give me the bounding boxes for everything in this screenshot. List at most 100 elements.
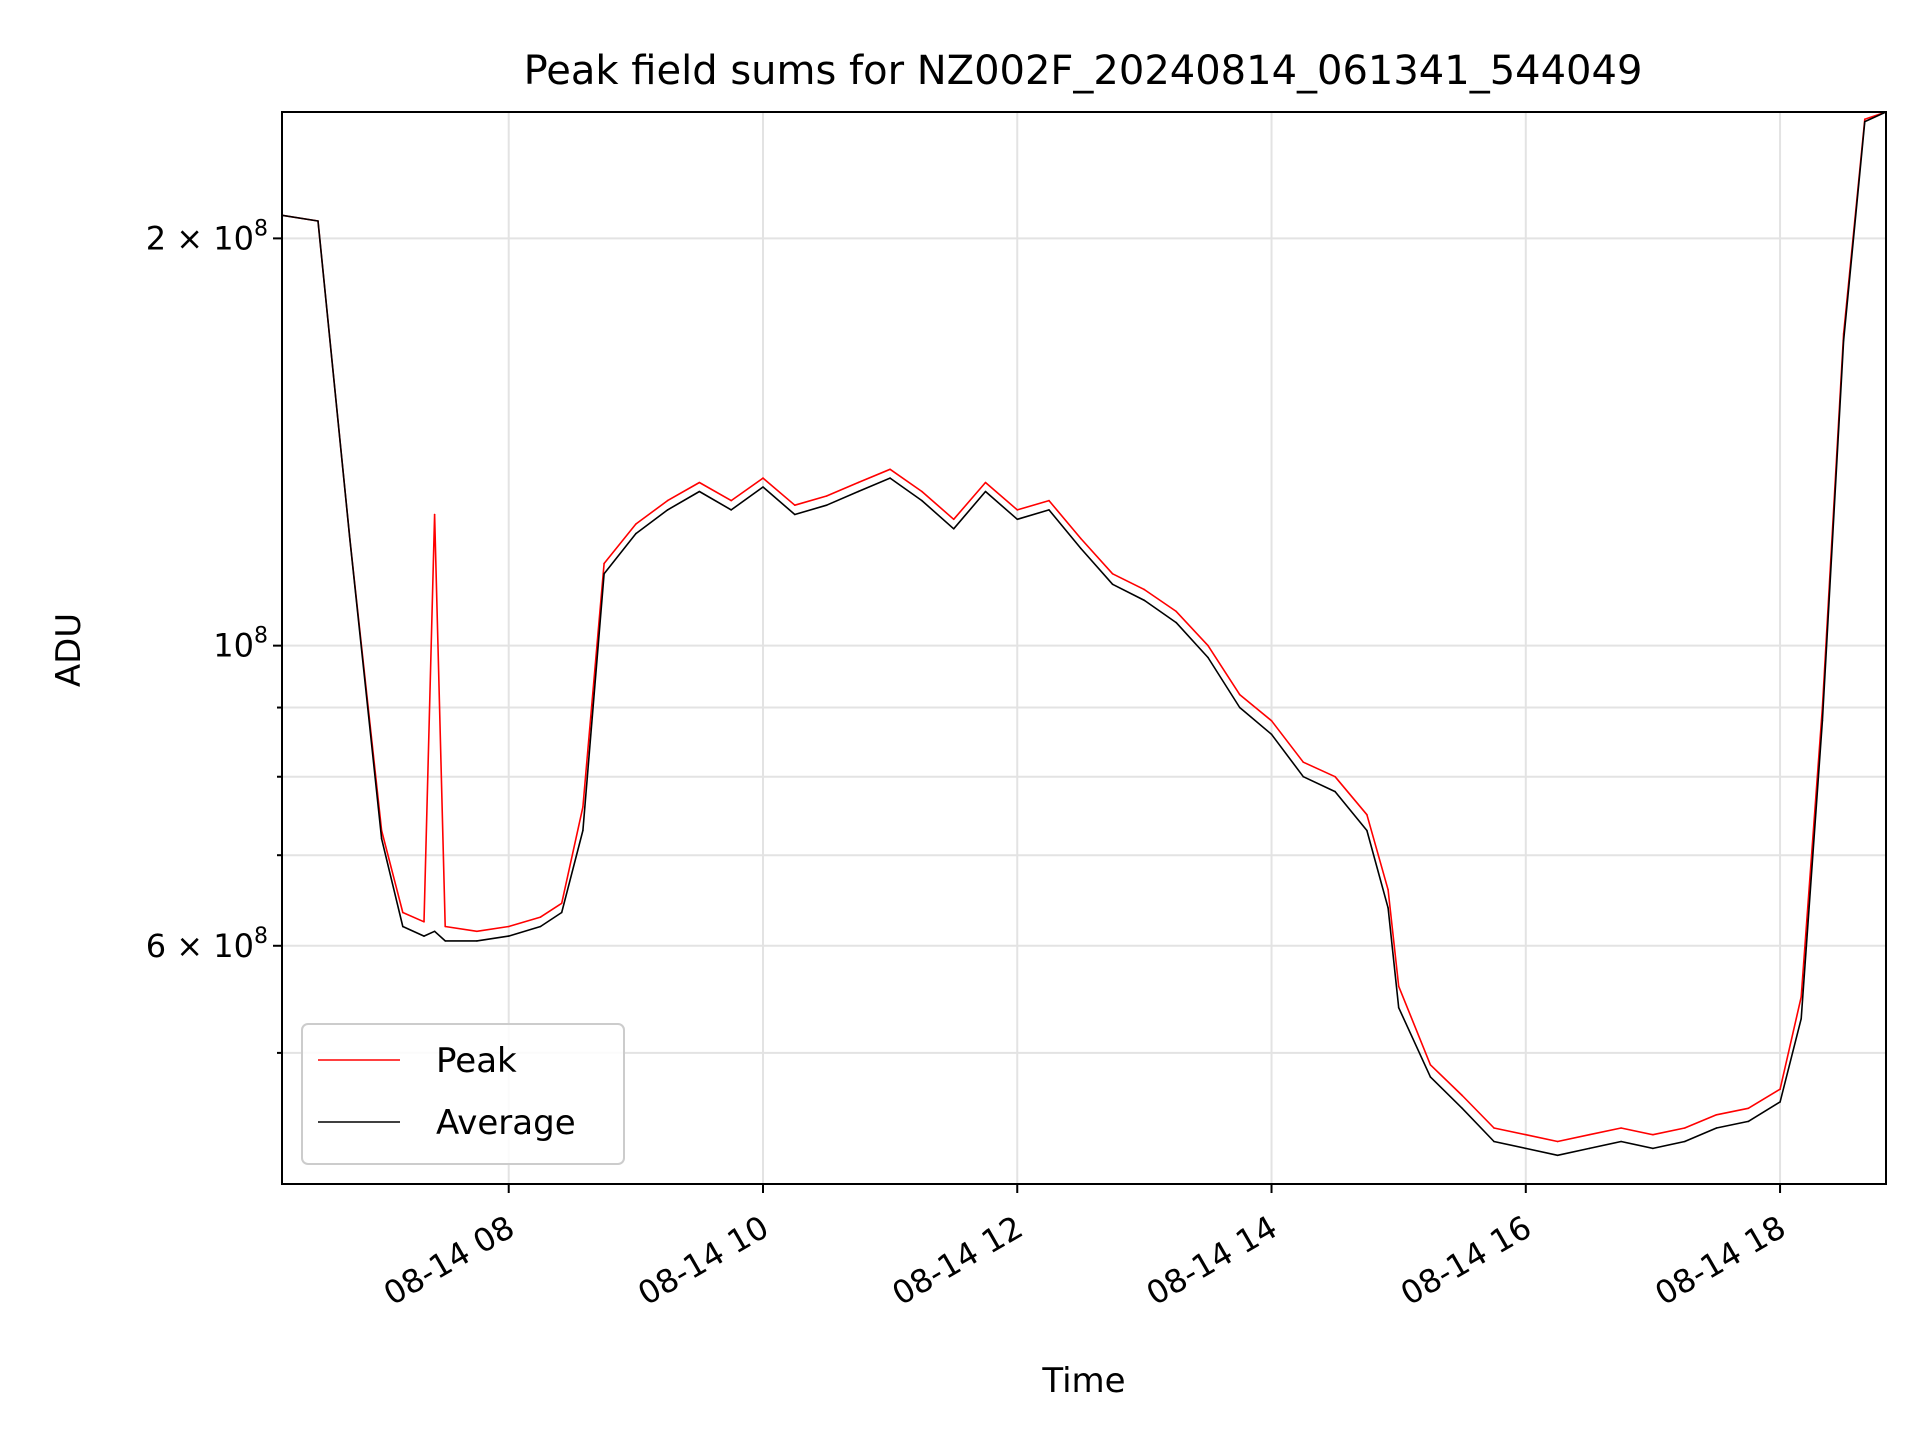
data-point-average: [1556, 1154, 1559, 1157]
data-point-peak: [1016, 509, 1019, 511]
data-point-peak: [1864, 118, 1866, 120]
y-tick-label: 2 × 108: [146, 216, 268, 257]
data-point-average: [1683, 1140, 1686, 1143]
data-point-average: [1048, 509, 1050, 511]
grid: [282, 112, 1886, 1184]
data-point-average: [730, 509, 732, 511]
data-point-average: [1588, 1147, 1591, 1150]
data-point-peak: [794, 504, 796, 507]
data-point-average: [444, 940, 447, 942]
data-point-average: [666, 509, 669, 511]
data-point-peak: [1461, 1094, 1463, 1097]
data-point-peak: [1588, 1133, 1591, 1136]
data-point-peak: [635, 523, 637, 525]
data-point-peak: [603, 562, 605, 565]
data-point-average: [433, 930, 436, 933]
data-point-average: [1238, 706, 1241, 709]
data-point-peak: [1683, 1127, 1686, 1129]
chart-title: Peak field sums for NZ002F_20240814_0613…: [524, 48, 1643, 94]
data-point-average: [1366, 829, 1368, 832]
data-point-peak: [666, 499, 669, 502]
data-point-peak: [889, 468, 891, 471]
data-point-average: [984, 490, 987, 493]
data-point-peak: [730, 499, 732, 502]
data-point-peak: [1556, 1140, 1559, 1143]
data-point-average: [1493, 1140, 1495, 1143]
data-point-peak: [1366, 813, 1368, 816]
data-point-average: [1461, 1107, 1463, 1110]
data-point-peak: [423, 921, 425, 923]
data-point-peak: [1302, 761, 1305, 763]
data-point-peak: [1238, 693, 1241, 696]
y-tick-label: 108: [213, 624, 268, 665]
data-point-average: [1715, 1127, 1718, 1129]
data-point-average: [380, 837, 383, 840]
data-point-peak: [1747, 1107, 1750, 1110]
data-point-average: [317, 220, 319, 222]
data-point-average: [349, 537, 351, 540]
data-point-peak: [582, 806, 584, 808]
data-point-average: [423, 935, 425, 937]
data-point-peak: [857, 481, 860, 484]
data-point-average: [1080, 547, 1082, 550]
data-point-average: [539, 925, 542, 928]
legend-label-peak: Peak: [436, 1041, 517, 1081]
data-point-average: [1652, 1147, 1654, 1150]
data-point-peak: [1048, 499, 1050, 502]
data-point-peak: [1715, 1114, 1718, 1116]
data-point-average: [857, 490, 860, 493]
data-point-peak: [402, 911, 404, 914]
data-point-peak: [698, 481, 701, 484]
data-point-peak: [1525, 1133, 1527, 1136]
plot-series: [282, 112, 1886, 1157]
data-point-peak: [1175, 610, 1177, 613]
legend-label-average: Average: [436, 1103, 576, 1143]
data-point-peak: [1270, 719, 1273, 722]
data-point-peak: [560, 902, 563, 905]
data-point-average: [582, 829, 584, 832]
data-point-average: [1016, 518, 1019, 521]
data-point-peak: [476, 930, 478, 933]
data-point-peak: [1652, 1133, 1654, 1136]
data-point-average: [1747, 1120, 1750, 1123]
y-axis-label: ADU: [49, 613, 89, 687]
data-point-average: [1387, 907, 1389, 909]
data-point-average: [1207, 656, 1209, 659]
plot-frame: [281, 111, 1887, 1185]
data-point-peak: [1207, 644, 1209, 647]
data-point-average: [762, 486, 764, 488]
data-point-average: [1525, 1147, 1527, 1150]
legend-box: [301, 1023, 625, 1165]
data-point-peak: [1493, 1127, 1495, 1129]
data-point-peak: [539, 916, 542, 918]
data-point-average: [952, 528, 955, 530]
data-point-peak: [433, 513, 436, 516]
data-point-peak: [921, 490, 923, 493]
data-point-peak: [1397, 985, 1400, 988]
data-point-peak: [1800, 996, 1802, 998]
data-point-average: [1429, 1076, 1432, 1078]
data-point-average: [476, 940, 478, 942]
data-point-peak: [1779, 1088, 1781, 1090]
data-point-peak: [1429, 1064, 1432, 1066]
data-point-average: [1302, 775, 1305, 778]
data-point-average: [635, 532, 637, 535]
data-point-peak: [1111, 573, 1114, 575]
data-point-average: [1779, 1101, 1781, 1103]
data-point-peak: [825, 495, 828, 497]
data-point-average: [507, 935, 510, 937]
data-point-average: [1334, 790, 1336, 793]
data-point-peak: [507, 925, 510, 928]
data-point-peak: [1334, 775, 1336, 778]
data-point-peak: [444, 925, 447, 928]
legend: Peak Average: [301, 1023, 625, 1165]
data-point-average: [1842, 340, 1845, 342]
data-point-average: [603, 573, 605, 575]
y-tick-label: 6 × 108: [146, 924, 268, 965]
data-point-average: [560, 911, 563, 914]
data-point-average: [1821, 719, 1824, 722]
data-point-average: [698, 490, 701, 493]
data-point-average: [402, 925, 404, 928]
x-axis-label: Time: [1041, 1361, 1125, 1401]
